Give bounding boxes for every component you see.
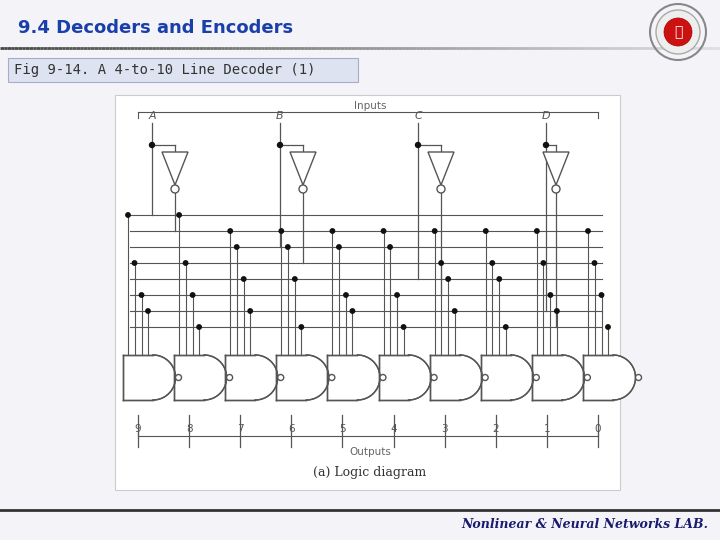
Circle shape	[664, 18, 692, 46]
Circle shape	[150, 143, 155, 147]
Circle shape	[541, 261, 546, 265]
Circle shape	[337, 245, 341, 249]
Polygon shape	[583, 355, 636, 400]
Circle shape	[190, 293, 195, 297]
Text: 9: 9	[135, 424, 141, 434]
Circle shape	[286, 245, 290, 249]
Polygon shape	[123, 355, 176, 400]
Text: Fig 9-14. A 4-to-10 Line Decoder (1): Fig 9-14. A 4-to-10 Line Decoder (1)	[14, 63, 315, 77]
Circle shape	[548, 293, 552, 297]
Circle shape	[197, 325, 202, 329]
Polygon shape	[430, 355, 482, 400]
Text: 3: 3	[441, 424, 448, 434]
Text: C: C	[414, 111, 422, 121]
Circle shape	[439, 261, 444, 265]
Circle shape	[433, 229, 437, 233]
Polygon shape	[481, 355, 534, 400]
Circle shape	[132, 261, 137, 265]
Polygon shape	[225, 355, 278, 400]
Text: 8: 8	[186, 424, 192, 434]
Circle shape	[552, 185, 560, 193]
Circle shape	[330, 229, 335, 233]
Text: 2: 2	[492, 424, 499, 434]
Circle shape	[431, 375, 437, 381]
Circle shape	[395, 293, 400, 297]
Circle shape	[278, 375, 284, 381]
Text: 7: 7	[237, 424, 243, 434]
Circle shape	[227, 375, 233, 381]
Circle shape	[126, 213, 130, 217]
Circle shape	[299, 325, 304, 329]
Circle shape	[593, 261, 597, 265]
Polygon shape	[543, 152, 569, 185]
Text: 9.4 Decoders and Encoders: 9.4 Decoders and Encoders	[18, 19, 293, 37]
Circle shape	[171, 185, 179, 193]
Circle shape	[277, 143, 282, 147]
Text: 大: 大	[674, 25, 682, 39]
Polygon shape	[290, 152, 316, 185]
Circle shape	[176, 375, 181, 381]
Circle shape	[503, 325, 508, 329]
Circle shape	[656, 10, 700, 54]
Text: 5: 5	[339, 424, 346, 434]
Text: (a) Logic diagram: (a) Logic diagram	[313, 466, 427, 479]
Circle shape	[490, 261, 495, 265]
Circle shape	[177, 213, 181, 217]
Circle shape	[228, 229, 233, 233]
Circle shape	[350, 309, 355, 313]
Circle shape	[585, 375, 590, 381]
Circle shape	[145, 309, 150, 313]
Polygon shape	[532, 355, 585, 400]
Circle shape	[343, 293, 348, 297]
Circle shape	[586, 229, 590, 233]
Text: A: A	[148, 111, 156, 121]
Circle shape	[248, 309, 253, 313]
Circle shape	[292, 277, 297, 281]
Text: Outputs: Outputs	[349, 447, 391, 457]
Circle shape	[415, 143, 420, 147]
Circle shape	[535, 229, 539, 233]
Circle shape	[452, 309, 457, 313]
Circle shape	[606, 325, 611, 329]
Circle shape	[482, 375, 488, 381]
Circle shape	[388, 245, 392, 249]
Polygon shape	[276, 355, 329, 400]
Circle shape	[544, 143, 549, 147]
FancyBboxPatch shape	[8, 58, 358, 82]
Text: D: D	[541, 111, 550, 121]
Circle shape	[235, 245, 239, 249]
Text: 6: 6	[288, 424, 294, 434]
Circle shape	[599, 293, 603, 297]
Polygon shape	[162, 152, 188, 185]
Circle shape	[497, 277, 501, 281]
Polygon shape	[428, 152, 454, 185]
Polygon shape	[379, 355, 431, 400]
Circle shape	[636, 375, 642, 381]
Text: Nonlinear & Neural Networks LAB.: Nonlinear & Neural Networks LAB.	[461, 518, 708, 531]
Circle shape	[184, 261, 188, 265]
FancyBboxPatch shape	[115, 95, 620, 490]
Circle shape	[299, 185, 307, 193]
Circle shape	[554, 309, 559, 313]
Circle shape	[484, 229, 488, 233]
Text: B: B	[276, 111, 284, 121]
Circle shape	[401, 325, 406, 329]
Circle shape	[534, 375, 539, 381]
Circle shape	[139, 293, 144, 297]
Circle shape	[279, 229, 284, 233]
Circle shape	[380, 375, 386, 381]
Text: 1: 1	[544, 424, 550, 434]
Circle shape	[329, 375, 335, 381]
Polygon shape	[174, 355, 227, 400]
Polygon shape	[328, 355, 380, 400]
Circle shape	[382, 229, 386, 233]
Text: Inputs: Inputs	[354, 101, 386, 111]
Circle shape	[437, 185, 445, 193]
Circle shape	[241, 277, 246, 281]
Circle shape	[446, 277, 451, 281]
Text: 4: 4	[390, 424, 397, 434]
Text: 0: 0	[595, 424, 601, 434]
